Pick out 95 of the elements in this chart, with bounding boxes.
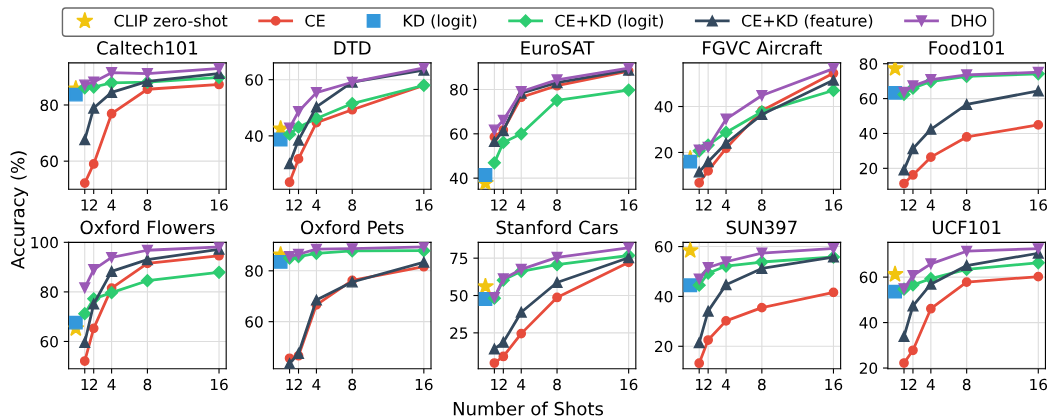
chart-title: UCF101 [932, 220, 1001, 235]
x-axis-title: Number of Shots [453, 401, 604, 416]
legend-label: DHO [951, 14, 987, 27]
x-tick-label: 16 [1030, 378, 1048, 391]
chart-title: Caltech101 [97, 40, 198, 55]
x-tick-label: 8 [758, 378, 766, 391]
x-tick-label: 16 [1030, 199, 1048, 211]
x-tick-label: 4 [517, 378, 526, 391]
legend-label: CE [305, 14, 325, 27]
chart-title: EuroSAT [521, 41, 595, 55]
y-tick-label: 40 [859, 317, 878, 329]
y-tick-label: 60 [450, 128, 468, 140]
x-tick-label: 16 [415, 378, 433, 391]
x-tick-label: 8 [348, 378, 357, 391]
y-tick-label: 60 [859, 271, 878, 284]
chart-title: Food101 [929, 40, 1004, 55]
y-tick-label: 100 [31, 236, 58, 249]
x-tick-label: 8 [553, 378, 561, 391]
x-tick-label: 4 [312, 378, 321, 391]
x-tick-label: 2 [499, 199, 507, 211]
x-tick-label: 8 [143, 199, 152, 211]
x-tick-label: 2 [89, 378, 98, 391]
x-tick-label: 4 [721, 378, 731, 391]
y-tick-label: 40 [654, 100, 673, 113]
y-tick-label: 60 [245, 316, 263, 328]
x-tick-label: 1 [81, 378, 89, 391]
x-tick-label: 2 [294, 199, 302, 211]
y-tick-label: 80 [450, 83, 468, 96]
x-tick-label: 16 [210, 378, 228, 391]
x-tick-label: 4 [721, 199, 731, 211]
y-tick-label: 20 [859, 162, 878, 175]
y-tick-label: 80 [40, 286, 58, 298]
x-tick-label: 2 [704, 199, 712, 211]
y-tick-label: 75 [450, 252, 468, 265]
x-tick-label: 1 [900, 199, 908, 211]
y-tick-label: 60 [245, 74, 263, 86]
x-tick-label: 4 [926, 199, 935, 211]
x-tick-label: 16 [620, 378, 638, 391]
x-tick-label: 8 [348, 199, 357, 211]
y-tick-label: 20 [655, 146, 673, 159]
x-tick-label: 2 [294, 378, 302, 391]
legend-label: KD (logit) [403, 14, 477, 30]
x-tick-label: 1 [491, 199, 498, 211]
x-tick-label: 8 [962, 199, 971, 211]
x-tick-label: 8 [553, 199, 561, 211]
legend-label: CLIP zero-shot [114, 14, 228, 27]
y-tick-label: 80 [245, 265, 263, 277]
x-tick-label: 16 [825, 378, 843, 391]
legend-label: CE+KD (feature) [741, 14, 873, 29]
chart-title: DTD [334, 41, 371, 55]
x-tick-label: 2 [89, 199, 98, 211]
chart-title: FGVC Aircraft [703, 40, 822, 55]
y-tick-label: 80 [859, 58, 878, 70]
x-tick-label: 4 [107, 199, 116, 211]
chart-title: Oxford Flowers [80, 220, 215, 235]
x-tick-label: 16 [620, 199, 638, 211]
x-tick-label: 1 [696, 378, 703, 391]
y-tick-label: 60 [40, 155, 58, 168]
x-tick-label: 8 [758, 199, 766, 211]
x-tick-label: 1 [286, 378, 294, 391]
y-tick-label: 25 [450, 327, 468, 339]
x-tick-label: 2 [499, 378, 507, 391]
x-tick-label: 16 [210, 199, 228, 211]
x-tick-label: 16 [415, 199, 433, 211]
x-tick-label: 4 [312, 199, 321, 211]
x-tick-label: 4 [926, 378, 935, 391]
x-tick-label: 16 [825, 199, 843, 211]
chart-title: Stanford Cars [496, 220, 618, 235]
x-tick-label: 1 [696, 199, 703, 211]
y-tick-label: 20 [859, 362, 878, 375]
y-tick-label: 40 [654, 290, 673, 303]
y-tick-label: 50 [450, 289, 468, 302]
x-tick-label: 8 [962, 378, 971, 391]
y-tick-label: 80 [40, 99, 58, 111]
x-tick-label: 1 [900, 378, 908, 391]
x-tick-label: 1 [81, 199, 89, 211]
x-tick-label: 8 [143, 378, 152, 391]
y-tick-label: 20 [655, 340, 673, 353]
y-tick-label: 60 [654, 241, 673, 253]
x-tick-label: 4 [517, 199, 526, 211]
legend-label: CE+KD (logit) [555, 14, 663, 30]
x-tick-label: 2 [704, 378, 712, 391]
x-tick-label: 4 [107, 378, 116, 391]
chart-title: SUN397 [726, 220, 797, 235]
x-tick-label: 1 [491, 378, 498, 391]
chart-title: Oxford Pets [301, 220, 404, 235]
y-tick-label: 40 [859, 127, 878, 140]
y-tick-label: 40 [449, 172, 468, 185]
x-tick-label: 1 [286, 199, 294, 211]
x-tick-label: 2 [909, 199, 917, 211]
y-axis-title: Accuracy (%) [10, 151, 29, 270]
y-tick-label: 40 [245, 130, 263, 142]
x-tick-label: 2 [909, 378, 917, 391]
y-tick-label: 60 [40, 335, 58, 348]
y-tick-label: 60 [859, 93, 878, 105]
